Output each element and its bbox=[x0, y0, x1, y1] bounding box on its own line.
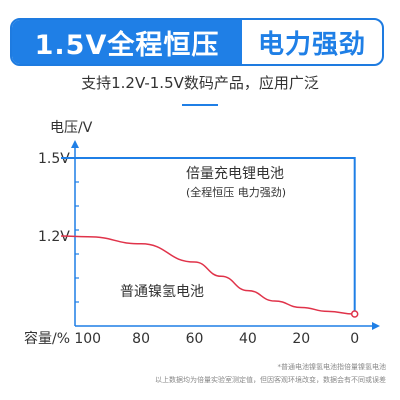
divider bbox=[182, 104, 218, 106]
title-banner: 1.5V全程恒压 电力强劲 bbox=[10, 18, 384, 66]
footnotes: *普通电池镍氢电池指倍量镍氢电池 以上数据均为倍量实验室测定值，但因客观环境改变… bbox=[155, 361, 386, 387]
x-tick-label: 0 bbox=[350, 331, 359, 347]
series-label-lithium: 倍量充电锂电池 bbox=[186, 166, 284, 182]
series-label-nimh: 普通镍氢电池 bbox=[120, 284, 204, 300]
x-tick-label: 20 bbox=[292, 331, 310, 347]
subtitle: 支持1.2V-1.5V数码产品，应用广泛 bbox=[81, 74, 319, 92]
banner-title-left: 1.5V全程恒压 bbox=[12, 20, 242, 64]
y-axis-arrow bbox=[71, 140, 79, 148]
x-axis-label: 容量/% bbox=[24, 330, 70, 347]
x-tick-label: 100 bbox=[74, 331, 101, 347]
footnote-1: *普通电池镍氢电池指倍量镍氢电池 bbox=[277, 363, 387, 371]
banner-title-right: 电力强劲 bbox=[257, 29, 366, 60]
x-tick-label: 40 bbox=[239, 331, 257, 347]
series-line-nimh bbox=[60, 235, 355, 315]
series-sublabel-lithium: (全程恒压 电力强劲) bbox=[186, 185, 286, 199]
x-tick-label: 60 bbox=[186, 331, 204, 347]
series-line-lithium bbox=[61, 157, 356, 314]
y-tick-label: 1.2V bbox=[38, 229, 70, 245]
y-axis-label: 电压/V bbox=[50, 120, 93, 136]
x-tick-label: 80 bbox=[132, 331, 150, 347]
x-axis-arrow bbox=[372, 322, 380, 330]
footnote-2: 以上数据均为倍量实验室测定值，但因客观环境改变，数据会有不同或误差 bbox=[155, 376, 386, 384]
y-tick-label: 1.5V bbox=[38, 151, 70, 167]
series-end-point bbox=[350, 310, 359, 318]
